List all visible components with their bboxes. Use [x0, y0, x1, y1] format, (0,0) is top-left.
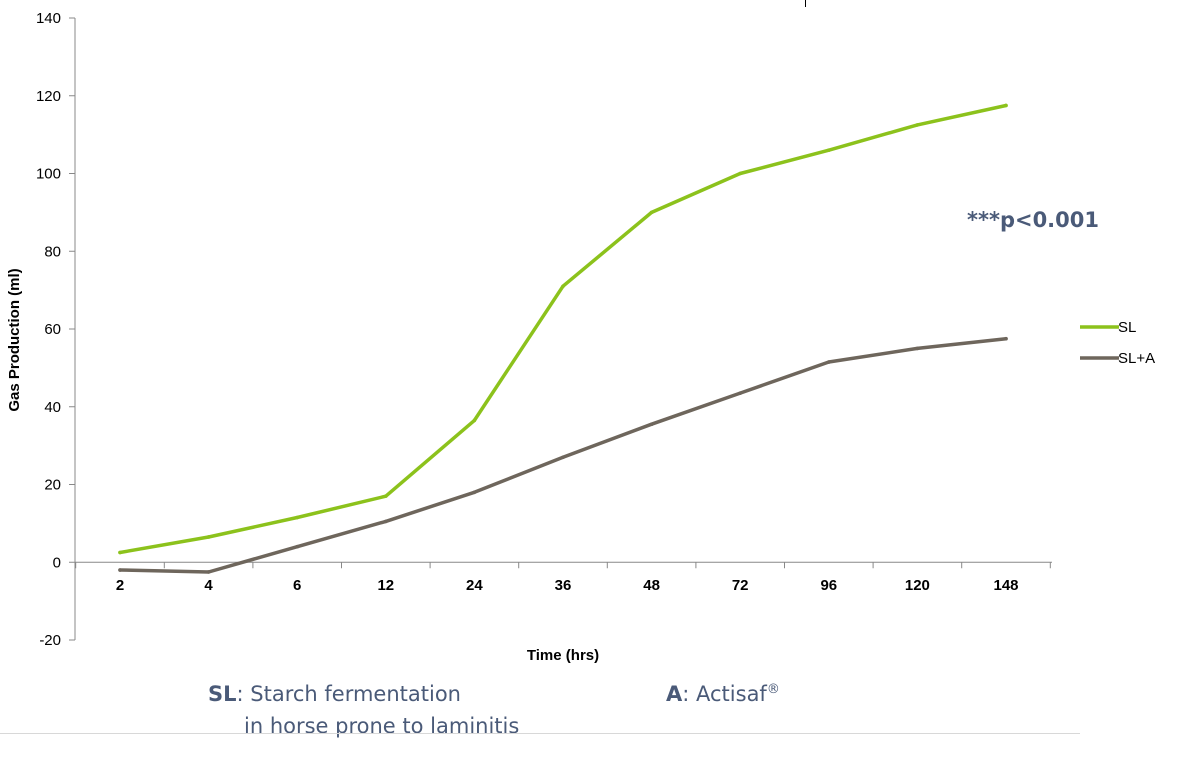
- top-tick-mark: [805, 0, 806, 7]
- y-axis-title: Gas Production (ml): [6, 268, 23, 411]
- x-tick-label: 24: [466, 577, 483, 594]
- data-point: [206, 570, 211, 574]
- sl-abbreviation: SL: [208, 682, 237, 706]
- data-point: [649, 210, 654, 215]
- data-point: [472, 490, 477, 495]
- data-point: [118, 550, 122, 555]
- y-tick-label: 120: [36, 88, 61, 105]
- bottom-divider: [0, 733, 1080, 734]
- data-point: [206, 535, 211, 539]
- data-point: [1004, 336, 1008, 341]
- data-point: [738, 391, 742, 395]
- x-tick-label: 148: [993, 577, 1018, 594]
- y-tick-label: 20: [44, 477, 61, 494]
- x-tick-label: 48: [643, 577, 660, 594]
- x-tick-label: 96: [820, 577, 837, 594]
- data-point: [472, 418, 477, 423]
- data-point: [1004, 103, 1008, 108]
- a-footnote: A: Actisaf®: [666, 682, 780, 706]
- legend: SL SL+A: [1080, 319, 1155, 367]
- x-tick-label: 6: [293, 577, 301, 594]
- y-tick-label: 0: [53, 554, 61, 571]
- x-tick-label: 4: [204, 577, 213, 594]
- x-tick-label: 72: [732, 577, 749, 594]
- data-point: [295, 544, 300, 549]
- data-point: [561, 455, 565, 460]
- legend-label: SL+A: [1118, 350, 1155, 367]
- data-point: [915, 123, 920, 127]
- y-tick-label: 60: [44, 321, 61, 338]
- x-axis-ticks: 2 4 6 12 24 36 48 72 96 120 148: [75, 562, 1051, 594]
- y-axis-ticks: -20 0 20 40 60 80 100 120 140: [36, 10, 75, 649]
- y-tick-label: 100: [36, 166, 61, 183]
- a-abbreviation: A: [666, 682, 683, 706]
- data-point: [118, 568, 122, 572]
- data-point: [384, 494, 388, 498]
- x-tick-label: 2: [116, 577, 124, 594]
- x-tick-label: 120: [905, 577, 930, 594]
- registered-mark: ®: [766, 682, 780, 697]
- data-point: [738, 171, 742, 176]
- x-tick-label: 36: [555, 577, 572, 594]
- data-point: [649, 422, 654, 427]
- legend-label: SL: [1118, 319, 1136, 336]
- series-line-sl: [118, 103, 1008, 555]
- data-point: [827, 360, 831, 364]
- x-tick-label: 12: [377, 577, 394, 594]
- series-line-sl-a: [118, 336, 1008, 574]
- axes: [74, 18, 1052, 640]
- data-point: [827, 148, 831, 152]
- x-axis-title: Time (hrs): [527, 647, 599, 664]
- a-description: : Actisaf: [682, 682, 767, 706]
- series-lines: [118, 103, 1008, 574]
- data-point: [915, 346, 920, 351]
- y-tick-label: 80: [44, 243, 61, 260]
- sl-description-line1: : Starch fermentation: [236, 682, 461, 706]
- sl-description-line2: in horse prone to laminitis: [244, 714, 520, 738]
- data-point: [561, 284, 565, 289]
- y-tick-label: -20: [39, 632, 61, 649]
- significance-annotation: ***p<0.001: [967, 208, 1099, 232]
- sl-footnote: SL: Starch fermentation in horse prone t…: [208, 678, 519, 742]
- y-tick-label: 40: [44, 399, 61, 416]
- data-point: [384, 519, 388, 524]
- y-tick-label: 140: [36, 10, 61, 27]
- data-point: [295, 515, 300, 520]
